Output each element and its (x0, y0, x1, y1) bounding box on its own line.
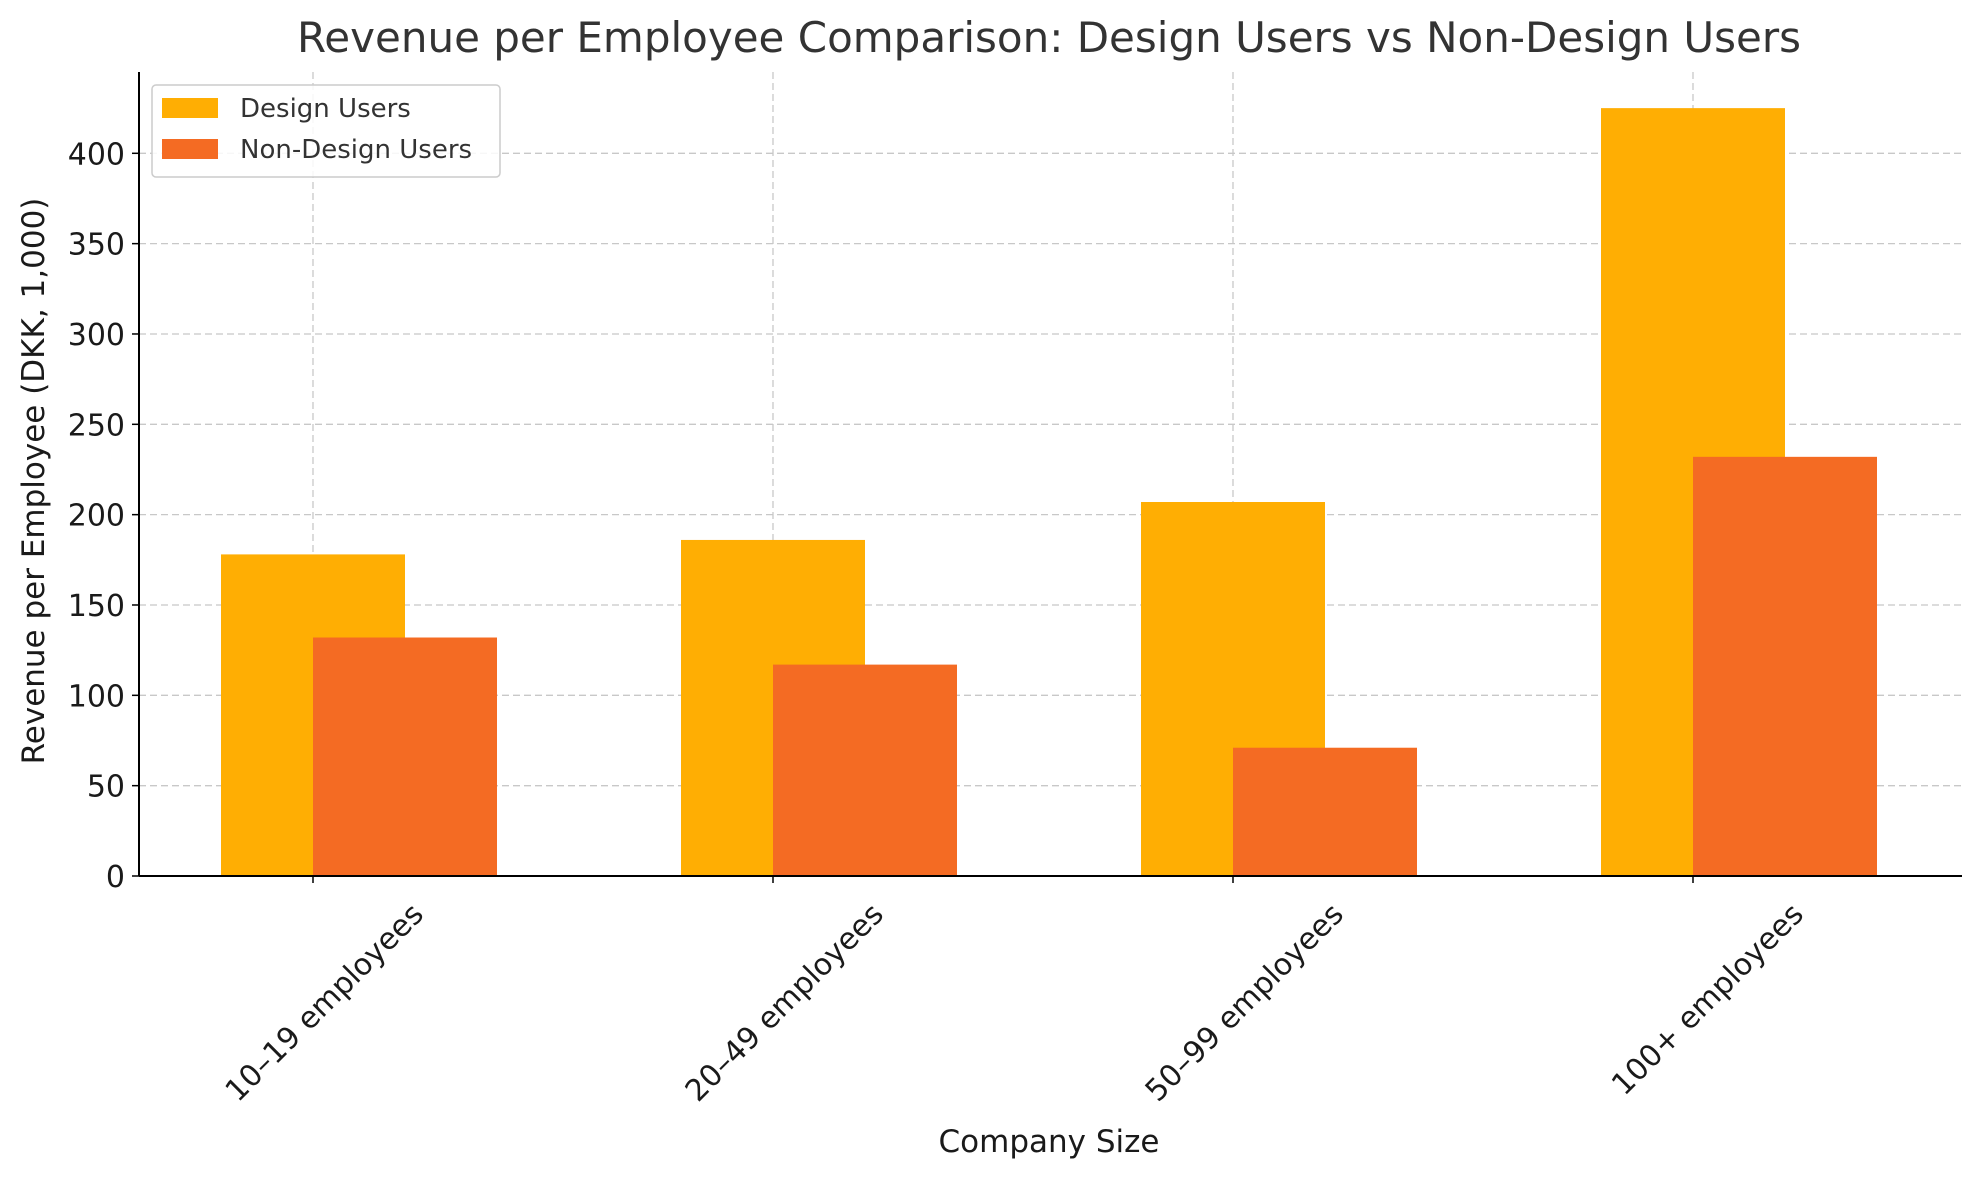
x-axis-label: Company Size (939, 1124, 1160, 1160)
y-tick-label: 50 (87, 770, 125, 805)
x-tick-label: 100+ employees (1605, 897, 1811, 1103)
x-tick-label: 10–19 employees (219, 897, 431, 1109)
y-axis-label: Revenue per Employee (DKK, 1,000) (16, 198, 52, 765)
y-tick-label: 300 (68, 318, 125, 353)
y-tick-label: 350 (68, 228, 125, 263)
legend-swatch-non-design-users (162, 139, 218, 159)
bar-non-design-users-3 (1693, 456, 1877, 876)
bar-non-design-users-2 (1233, 747, 1417, 876)
legend: Design Users Non-Design Users (151, 84, 501, 178)
x-tick-label: 50–99 employees (1139, 897, 1351, 1109)
y-tick-label: 400 (68, 137, 125, 172)
x-tick-labels: 10–19 employees 20–49 employees 50–99 empl… (219, 897, 1811, 1109)
legend-label-non-design-users: Non-Design Users (240, 135, 472, 165)
y-tick-label: 100 (68, 679, 125, 714)
y-tick-label: 0 (106, 860, 125, 895)
y-tick-labels: 0 50 100 150 200 250 300 350 400 (68, 137, 125, 895)
y-tick-label: 250 (68, 408, 125, 443)
axes (132, 72, 1962, 883)
bar-non-design-users-1 (773, 664, 957, 876)
x-tick-label: 20–49 employees (679, 897, 891, 1109)
bars (221, 108, 1877, 877)
chart-title: Revenue per Employee Comparison: Design … (297, 13, 1801, 62)
y-tick-label: 150 (68, 589, 125, 624)
legend-box (151, 84, 501, 178)
y-tick-label: 200 (68, 499, 125, 534)
legend-label-design-users: Design Users (240, 94, 411, 124)
bar-non-design-users-0 (313, 637, 497, 876)
legend-swatch-design-users (162, 98, 218, 118)
